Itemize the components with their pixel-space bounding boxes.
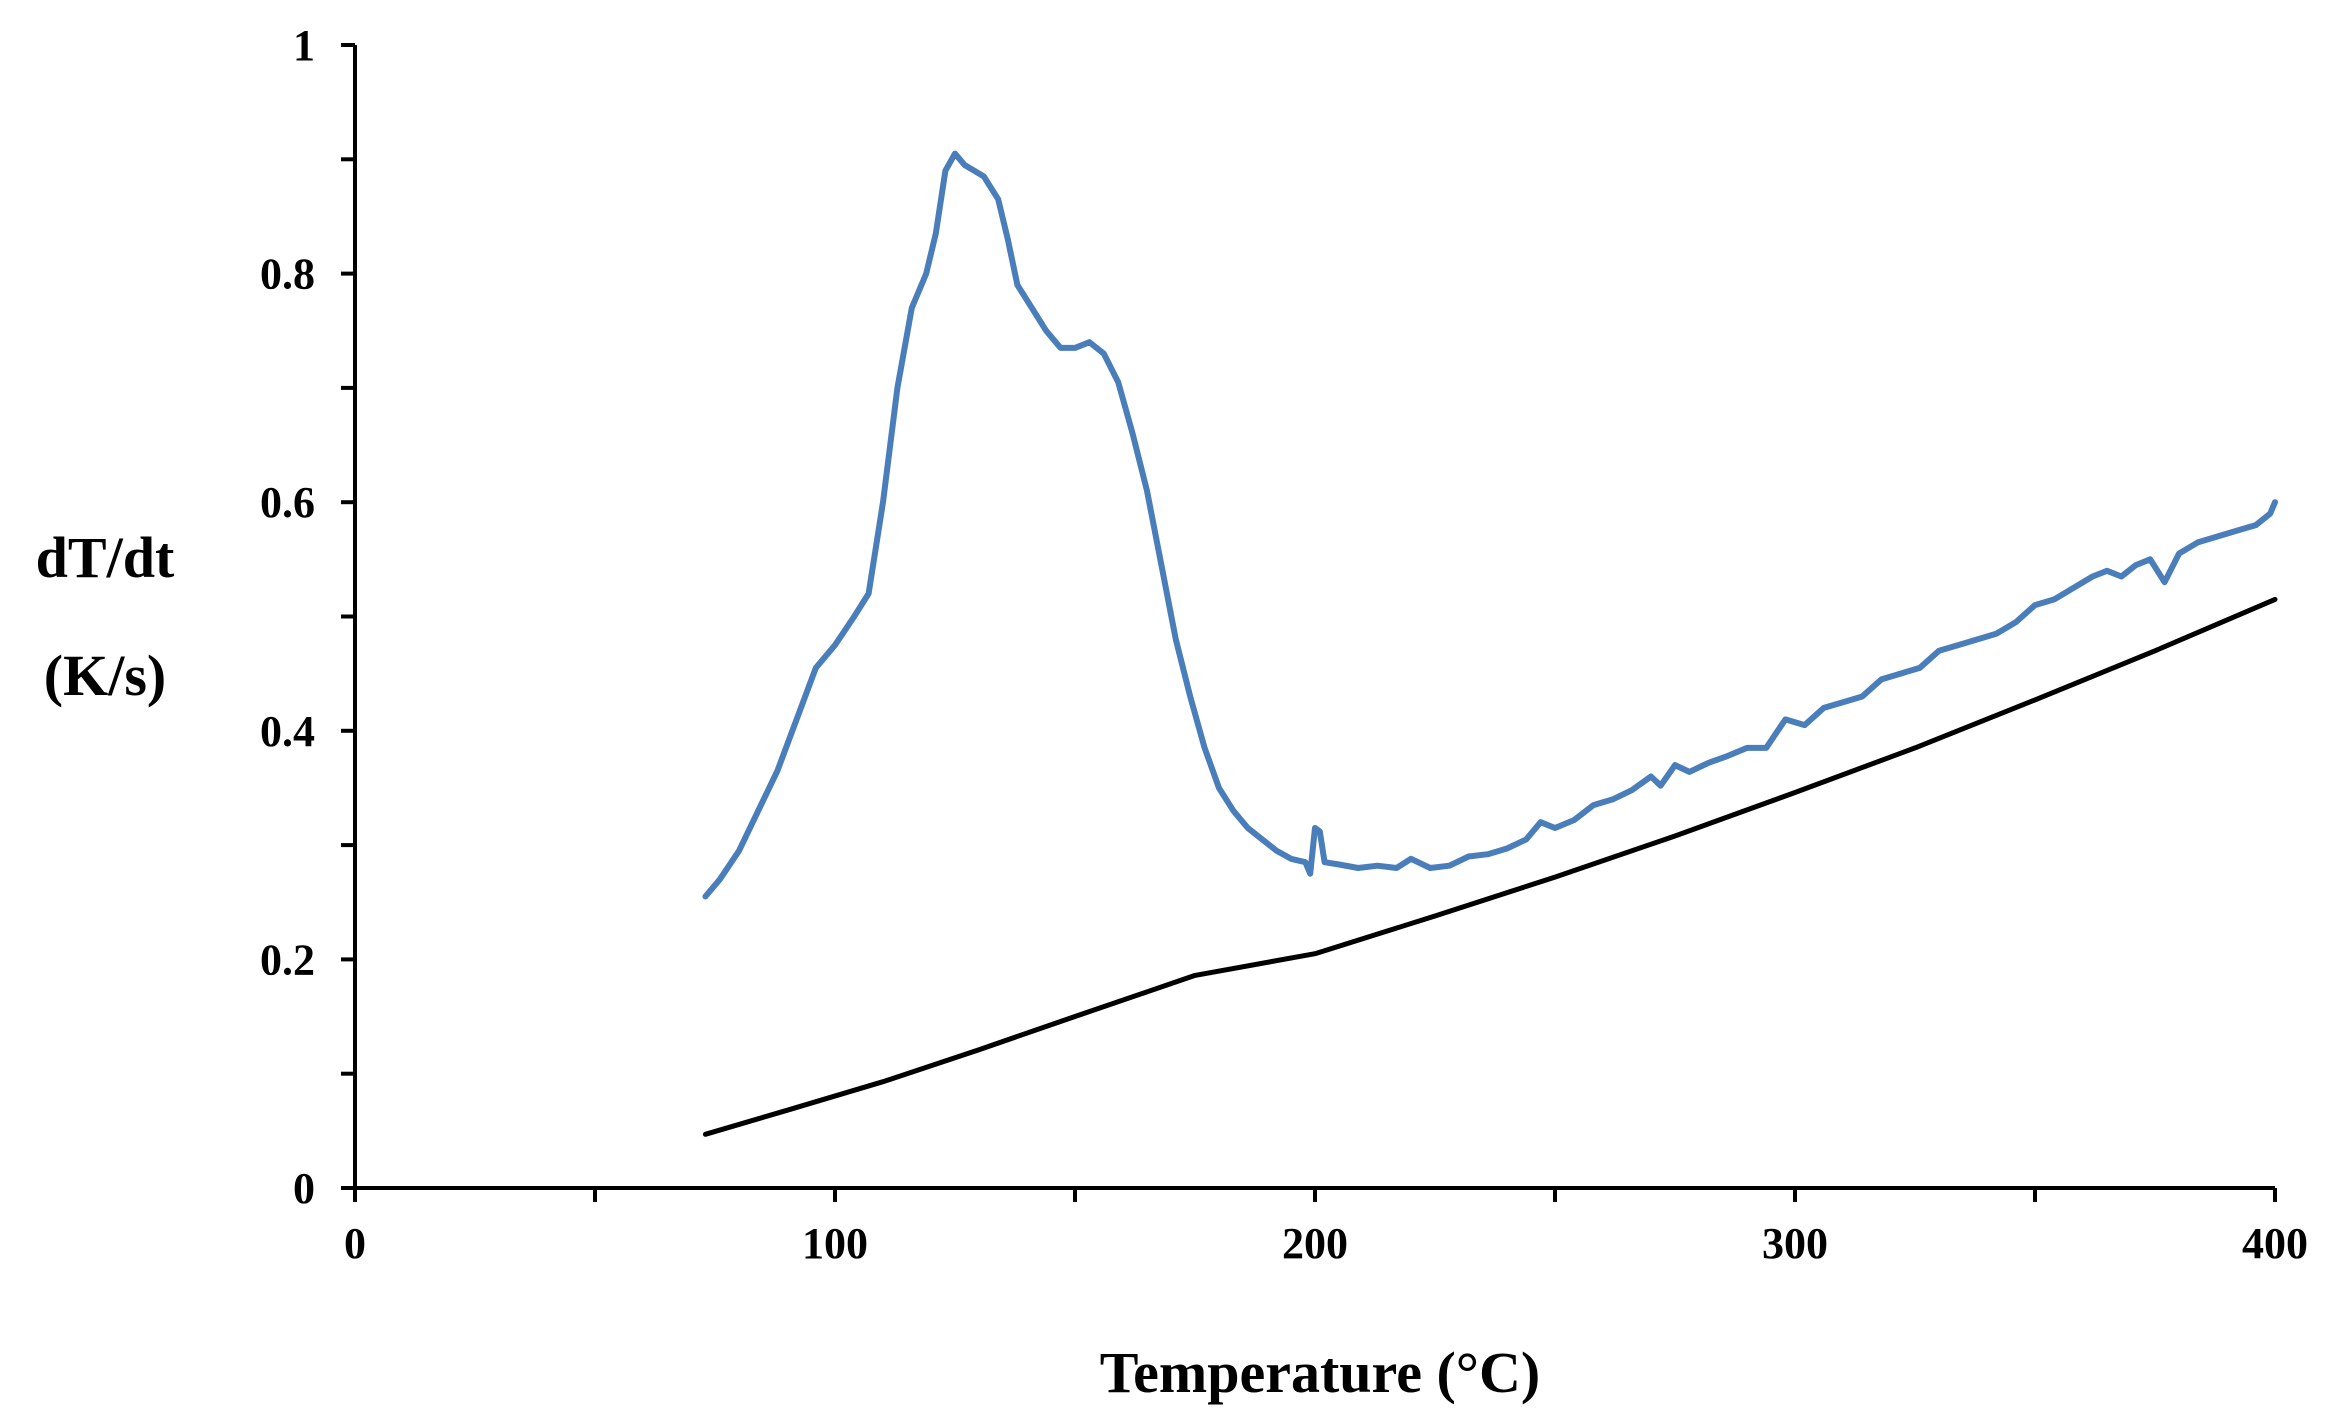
x-tick-label-200: 200 <box>1282 1219 1348 1268</box>
y-axis-title-line1: dT/dt <box>36 525 175 590</box>
series-line-measured <box>702 150 2278 900</box>
x-tick-label-100: 100 <box>802 1219 868 1268</box>
y-tick-label-1: 1 <box>293 21 315 70</box>
series-line-reference <box>702 596 2278 1137</box>
y-tick-label-0.8: 0.8 <box>260 250 315 299</box>
y-axis-title-line2: (K/s) <box>44 643 166 708</box>
y-tick-label-0.4: 0.4 <box>260 707 315 756</box>
x-tick-label-0: 0 <box>344 1219 366 1268</box>
y-tick-label-0.6: 0.6 <box>260 478 315 527</box>
x-tick-label-300: 300 <box>1762 1219 1828 1268</box>
y-tick-label-0.2: 0.2 <box>260 935 315 984</box>
plot-area <box>702 150 2278 1137</box>
tick-labels: 0 100 200 300 400 0 0.2 0.4 0.6 0.8 1 <box>260 21 2308 1268</box>
y-tick-label-0: 0 <box>293 1164 315 1213</box>
axes <box>341 43 2277 1202</box>
x-axis-title: Temperature (°C) <box>1100 1340 1540 1405</box>
x-tick-label-400: 400 <box>2242 1219 2308 1268</box>
